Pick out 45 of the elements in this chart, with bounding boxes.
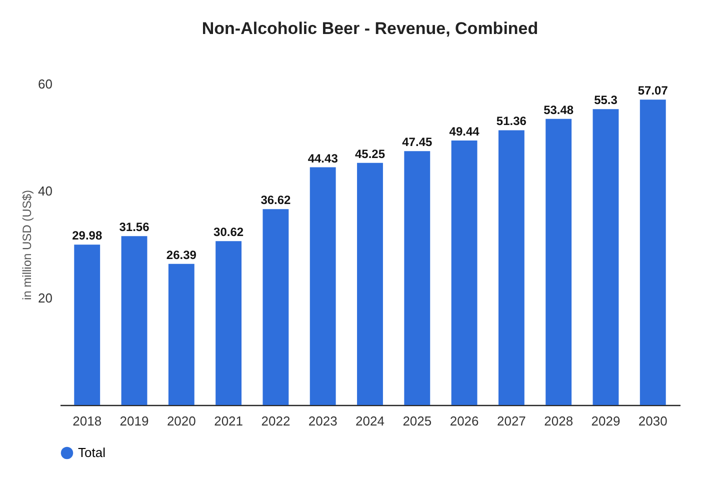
data-label: 53.48 bbox=[544, 102, 574, 117]
x-tick-label: 2021 bbox=[214, 414, 244, 428]
x-tick-label: 2030 bbox=[638, 414, 668, 428]
data-label: 51.36 bbox=[496, 114, 527, 128]
bar bbox=[498, 130, 524, 405]
data-label: 44.43 bbox=[308, 151, 338, 166]
bar bbox=[168, 264, 194, 405]
data-label: 45.25 bbox=[354, 146, 386, 161]
bar bbox=[216, 241, 242, 405]
x-tick-label: 2023 bbox=[308, 414, 338, 428]
bar bbox=[74, 244, 100, 405]
y-tick-label: 40 bbox=[38, 184, 52, 198]
x-tick-label: 2018 bbox=[72, 414, 102, 428]
chart-title: Non-Alcoholic Beer - Revenue, Combined bbox=[202, 19, 538, 38]
y-tick-label: 60 bbox=[38, 76, 52, 92]
bar bbox=[451, 140, 478, 405]
x-tick-label: 2027 bbox=[496, 414, 526, 428]
x-tick-label: 2026 bbox=[450, 414, 479, 428]
data-label: 30.62 bbox=[214, 225, 244, 240]
x-tick-label: 2020 bbox=[166, 414, 196, 428]
y-axis-title: in million USD (US$) bbox=[20, 190, 34, 300]
x-tick-label: 2028 bbox=[544, 414, 574, 428]
data-label: 57.07 bbox=[638, 84, 668, 98]
data-label: 47.45 bbox=[402, 135, 432, 150]
y-tick-label: 20 bbox=[38, 290, 52, 306]
bar bbox=[640, 100, 666, 405]
data-label: 55.3 bbox=[594, 93, 618, 108]
x-tick-label: 2025 bbox=[402, 414, 432, 428]
data-label: 26.39 bbox=[166, 248, 197, 262]
x-tick-label: 2022 bbox=[261, 414, 290, 428]
data-label: 49.44 bbox=[449, 124, 480, 138]
data-label: 31.56 bbox=[119, 220, 150, 234]
bar bbox=[121, 236, 148, 405]
bar bbox=[546, 118, 572, 405]
x-tick-label: 2024 bbox=[356, 414, 384, 428]
bar bbox=[404, 151, 430, 405]
bar bbox=[262, 209, 289, 405]
data-label: 29.98 bbox=[72, 228, 102, 243]
bar bbox=[310, 167, 336, 405]
bar bbox=[592, 109, 619, 405]
x-tick-label: 2019 bbox=[120, 414, 149, 428]
data-label: 36.62 bbox=[260, 193, 292, 208]
bar bbox=[357, 162, 383, 405]
legend-label: Total bbox=[78, 445, 106, 460]
x-tick-label: 2029 bbox=[591, 414, 620, 428]
